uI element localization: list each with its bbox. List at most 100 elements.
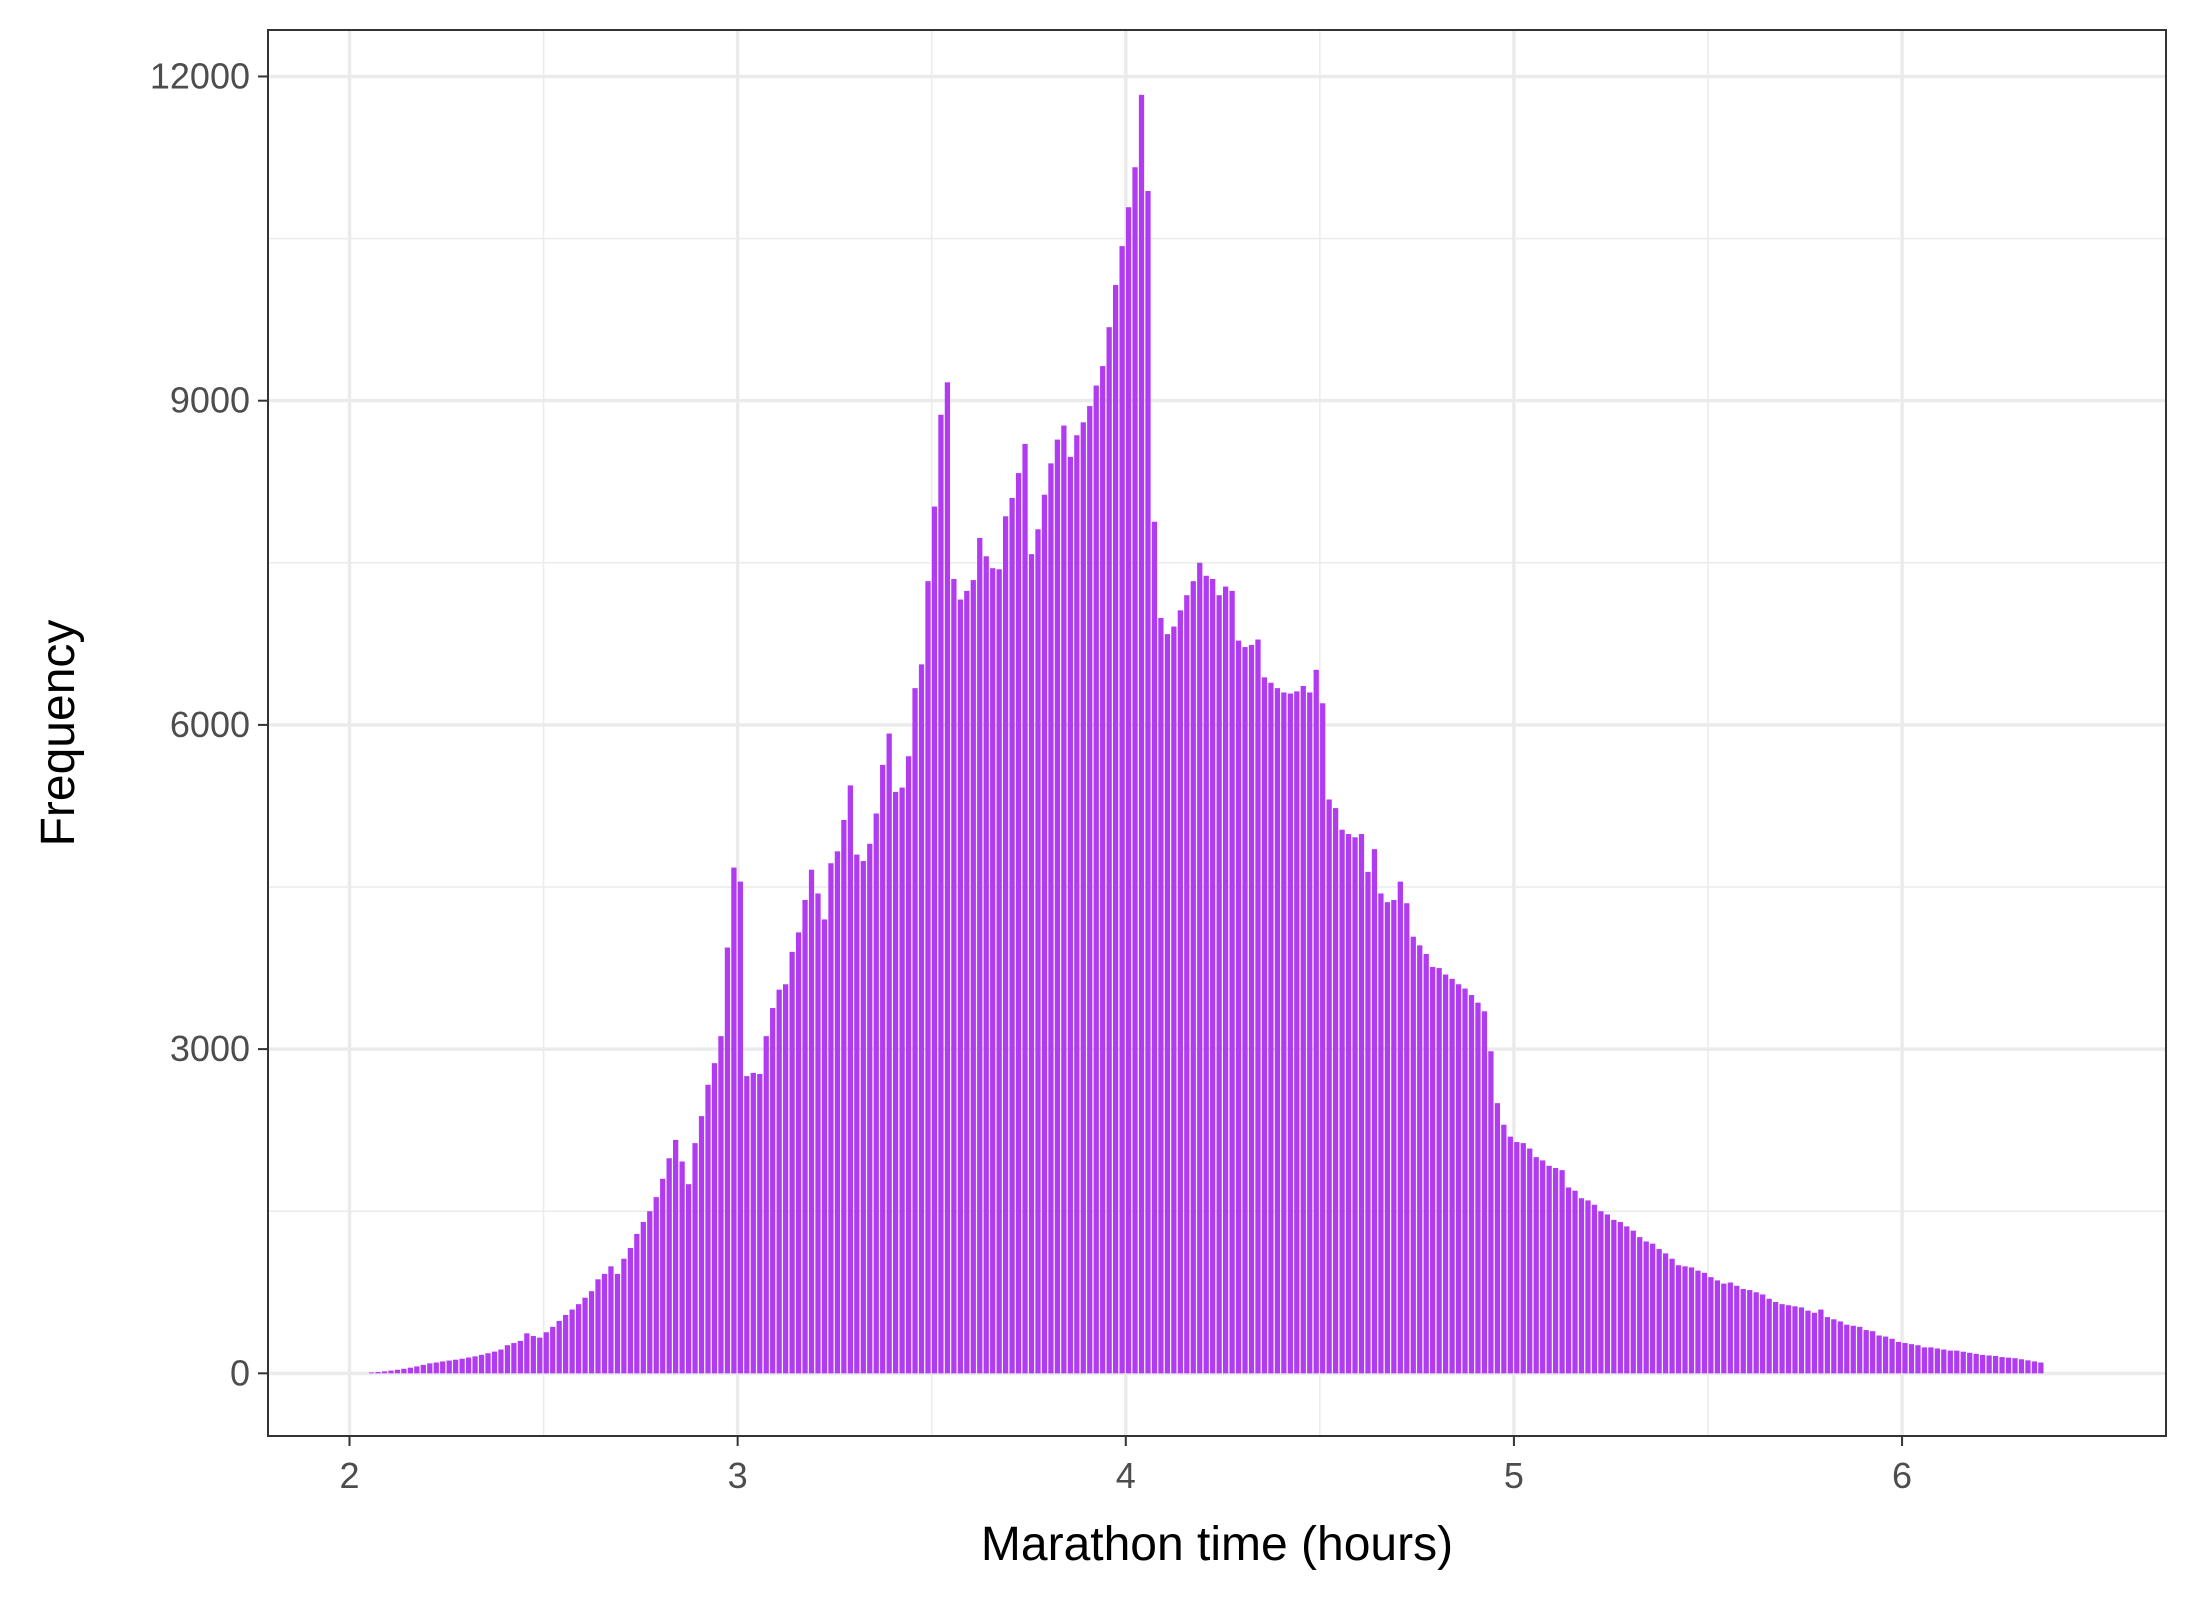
histogram-bar: [511, 1343, 517, 1374]
histogram-bar: [1785, 1305, 1792, 1374]
y-tick-label: 12000: [150, 55, 250, 96]
histogram-bar: [1352, 837, 1358, 1374]
histogram-bar: [925, 581, 931, 1374]
histogram-bar: [588, 1291, 595, 1374]
histogram-bar: [1132, 167, 1138, 1374]
histogram-bar: [1197, 562, 1203, 1374]
histogram-bar: [1811, 1312, 1818, 1374]
histogram-bar: [783, 984, 789, 1374]
histogram-bar: [1908, 1344, 1915, 1374]
histogram-bar: [556, 1320, 562, 1374]
histogram-bar: [1831, 1319, 1837, 1374]
y-tick-label: 9000: [170, 380, 250, 421]
histogram-bar: [407, 1367, 414, 1374]
histogram-bar: [433, 1362, 439, 1374]
histogram-bar: [1009, 497, 1015, 1374]
y-tick-label: 6000: [170, 704, 250, 745]
histogram-bar: [368, 1372, 375, 1374]
histogram-bar: [563, 1314, 569, 1374]
histogram-bar: [1080, 422, 1086, 1374]
histogram-bar: [1138, 94, 1145, 1374]
histogram-bar: [2012, 1358, 2018, 1374]
histogram-bar: [1824, 1317, 1830, 1374]
histogram-bar: [427, 1363, 433, 1374]
histogram-bar: [1792, 1306, 1798, 1374]
histogram-bar: [990, 568, 996, 1374]
histogram-bar: [1365, 871, 1371, 1374]
histogram-bar: [1145, 191, 1151, 1374]
histogram-bar: [1540, 1160, 1546, 1374]
histogram-bar: [685, 1184, 692, 1374]
histogram-bar: [1210, 578, 1216, 1374]
histogram-bar: [744, 1076, 750, 1374]
histogram-bar: [983, 556, 989, 1374]
histogram-bar: [420, 1364, 426, 1374]
histogram-bar: [698, 1116, 705, 1374]
histogram-bar: [582, 1297, 588, 1374]
histogram-bar: [653, 1197, 659, 1374]
histogram-bar: [1475, 1002, 1481, 1374]
histogram-bar: [679, 1161, 685, 1374]
x-tick-label: 6: [1892, 1455, 1912, 1496]
histogram-bar: [1300, 685, 1306, 1374]
histogram-bar: [1688, 1267, 1695, 1374]
histogram-bar: [692, 1143, 698, 1374]
histogram-bar: [485, 1353, 491, 1374]
histogram-bar: [1054, 439, 1061, 1374]
histogram-bar: [1339, 829, 1345, 1374]
histogram-bar: [666, 1158, 672, 1374]
histogram-bar: [1488, 1051, 1494, 1374]
histogram-bar: [860, 861, 866, 1374]
histogram-bar: [608, 1266, 614, 1374]
histogram-bar: [1216, 595, 1222, 1374]
histogram-bar: [1404, 903, 1410, 1374]
histogram-bar: [1397, 881, 1403, 1374]
histogram-bar: [918, 664, 925, 1374]
histogram-bar: [1973, 1353, 1979, 1374]
histogram-bar: [1637, 1237, 1643, 1374]
histogram-bar: [1902, 1343, 1908, 1374]
histogram-bar: [1630, 1230, 1636, 1374]
histogram-bar: [1598, 1211, 1604, 1374]
histogram-bar: [1747, 1290, 1753, 1374]
histogram-bar: [1248, 644, 1255, 1374]
histogram-bar: [1423, 954, 1429, 1374]
histogram-bar: [763, 1036, 769, 1374]
histogram-bar: [465, 1357, 472, 1374]
histogram-bar: [1222, 586, 1229, 1374]
histogram-bar: [705, 1084, 711, 1374]
histogram-bar: [1591, 1204, 1598, 1374]
histogram-bar: [731, 867, 737, 1374]
histogram-bar: [1766, 1298, 1772, 1374]
histogram-bar: [1384, 902, 1391, 1374]
histogram-bar: [1604, 1214, 1611, 1374]
histogram-bar: [478, 1354, 485, 1374]
histogram-bar: [601, 1273, 608, 1374]
histogram-bar: [795, 932, 802, 1374]
histogram-bar: [1281, 692, 1287, 1374]
histogram-bar: [873, 813, 879, 1374]
plot-panel-border: [267, 29, 2167, 1437]
histogram-bar: [1967, 1352, 1973, 1374]
histogram-bar: [1527, 1148, 1533, 1374]
histogram-bar: [1229, 590, 1235, 1374]
histogram-bar: [847, 785, 853, 1374]
histogram-bar: [996, 569, 1002, 1374]
histogram-bar: [1798, 1307, 1805, 1374]
histogram-bar: [575, 1304, 582, 1374]
histogram-bar: [543, 1332, 549, 1374]
histogram-bar: [737, 881, 743, 1374]
histogram-bar: [905, 756, 912, 1374]
histogram-bar: [1818, 1309, 1824, 1374]
histogram-bar: [472, 1356, 478, 1374]
histogram-bar: [1015, 473, 1022, 1374]
histogram-bar: [647, 1211, 653, 1374]
histogram-bar: [1462, 988, 1468, 1374]
histogram-bar: [1559, 1170, 1565, 1374]
histogram-bar: [1708, 1277, 1714, 1374]
histogram-bar: [1436, 968, 1442, 1374]
histogram-bar: [1261, 677, 1268, 1374]
histogram-bar: [1035, 529, 1041, 1374]
histogram-bar: [459, 1358, 465, 1374]
